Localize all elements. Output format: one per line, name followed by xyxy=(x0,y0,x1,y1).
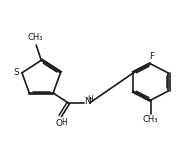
Text: N: N xyxy=(84,97,91,106)
Text: H: H xyxy=(61,118,67,127)
Text: S: S xyxy=(14,68,20,77)
Text: CH₃: CH₃ xyxy=(27,33,43,42)
Text: O: O xyxy=(56,119,63,128)
Text: CH₃: CH₃ xyxy=(143,115,158,124)
Text: F: F xyxy=(149,52,154,61)
Text: H: H xyxy=(88,95,93,104)
